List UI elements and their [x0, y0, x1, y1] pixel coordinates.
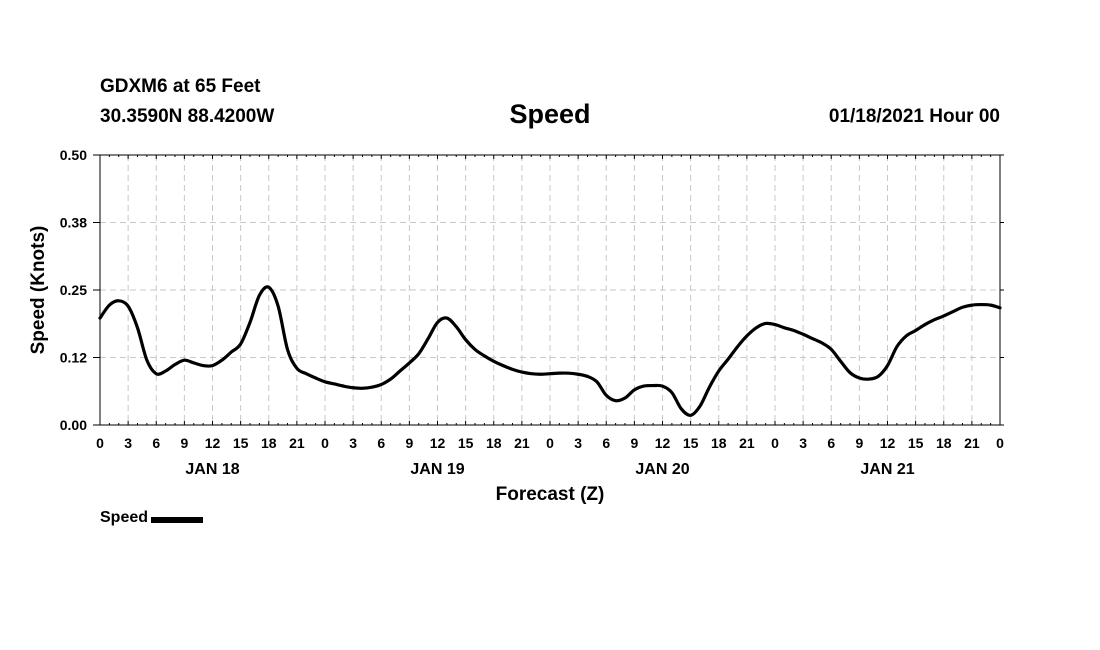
x-tick-label: 6	[602, 435, 610, 451]
legend-label: Speed	[100, 509, 149, 526]
x-tick-label: 6	[827, 435, 835, 451]
speed-series-line	[98, 285, 1002, 417]
x-tick-labels: 0 3 6 9 12 15 18 21 0 3 6 9 12 15 18 21 0 3 6 9 12 15 18 21 0 3 6 9…	[96, 435, 1004, 451]
day-label: JAN 20	[635, 461, 689, 478]
x-tick-label: 3	[349, 435, 357, 451]
x-tick-label: 9	[180, 435, 188, 451]
x-tick-label: 3	[124, 435, 132, 451]
y-tick-label: 0.25	[60, 282, 87, 298]
x-tick-label: 0	[96, 435, 104, 451]
x-tick-label: 9	[855, 435, 863, 451]
x-tick-label: 0	[546, 435, 554, 451]
legend-swatch	[151, 517, 204, 523]
day-label: JAN 18	[185, 461, 239, 478]
x-tick-label: 12	[430, 435, 446, 451]
axis-ticks	[93, 154, 1004, 426]
x-tick-label: 18	[936, 435, 952, 451]
day-label: JAN 19	[410, 461, 464, 478]
y-axis-label: Speed (Knots)	[28, 226, 49, 355]
x-tick-label: 9	[630, 435, 638, 451]
x-tick-label: 0	[996, 435, 1004, 451]
x-tick-label: 6	[377, 435, 385, 451]
day-labels: JAN 18 JAN 19 JAN 20 JAN 21	[185, 461, 914, 478]
day-label: JAN 21	[860, 461, 914, 478]
x-tick-label: 21	[289, 435, 305, 451]
grid-lines	[100, 155, 1000, 425]
y-tick-labels: 0.00 0.12 0.25 0.38 0.50	[60, 147, 87, 433]
x-tick-label: 0	[771, 435, 779, 451]
x-tick-label: 15	[908, 435, 924, 451]
station-label: GDXM6 at 65 Feet	[100, 76, 261, 97]
x-tick-label: 12	[205, 435, 221, 451]
y-tick-label: 0.00	[60, 417, 87, 433]
x-tick-label: 3	[574, 435, 582, 451]
x-tick-label: 15	[233, 435, 249, 451]
coordinates-label: 30.3590N 88.4200W	[100, 106, 275, 127]
x-tick-label: 15	[683, 435, 699, 451]
y-tick-label: 0.38	[60, 215, 87, 231]
x-tick-label: 12	[880, 435, 896, 451]
x-tick-label: 21	[514, 435, 530, 451]
forecast-datetime: 01/18/2021 Hour 00	[828, 106, 1000, 127]
legend: Speed	[100, 509, 204, 527]
x-axis-label: Forecast (Z)	[496, 484, 605, 505]
x-tick-label: 18	[486, 435, 502, 451]
x-tick-label: 9	[405, 435, 413, 451]
x-tick-label: 21	[964, 435, 980, 451]
x-tick-label: 21	[739, 435, 755, 451]
x-tick-label: 18	[711, 435, 727, 451]
x-tick-label: 3	[799, 435, 807, 451]
chart-title: Speed	[509, 99, 591, 129]
x-tick-label: 18	[261, 435, 277, 451]
y-tick-label: 0.12	[60, 350, 87, 366]
x-tick-label: 15	[458, 435, 474, 451]
y-tick-label: 0.50	[60, 147, 87, 163]
x-tick-label: 0	[321, 435, 329, 451]
x-tick-label: 6	[152, 435, 160, 451]
x-tick-label: 12	[655, 435, 671, 451]
